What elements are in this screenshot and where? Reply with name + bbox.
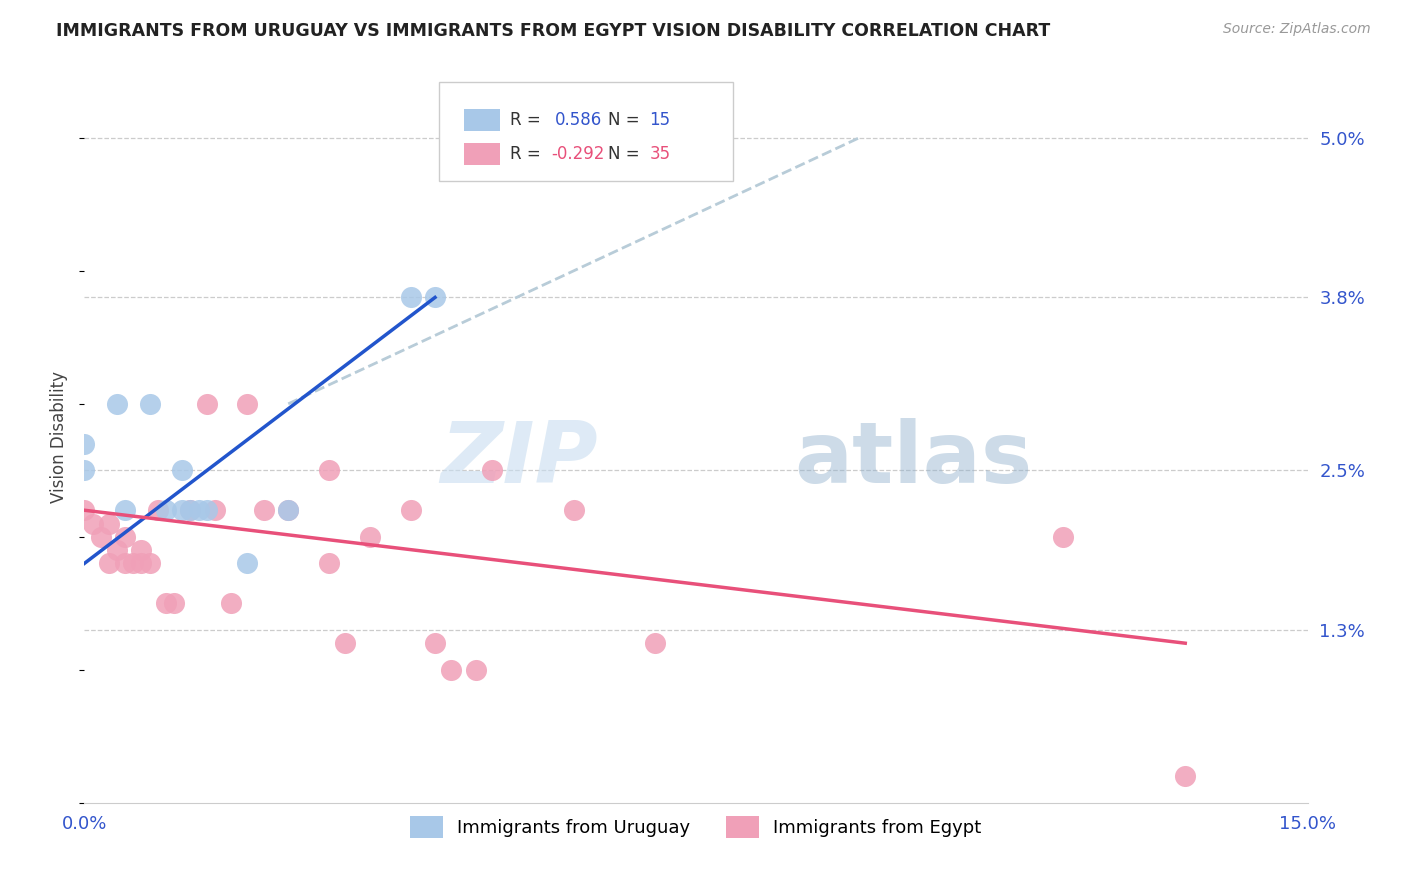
Point: [155, 503, 177, 517]
Point: [277, 503, 299, 517]
Point: [464, 663, 486, 677]
Text: -0.292: -0.292: [551, 145, 605, 163]
Point: [318, 557, 340, 571]
Legend: Immigrants from Uruguay, Immigrants from Egypt: Immigrants from Uruguay, Immigrants from…: [404, 808, 988, 845]
Point: [155, 596, 177, 610]
Point: [114, 503, 136, 517]
Point: [195, 397, 218, 411]
Text: ZIP: ZIP: [440, 417, 598, 500]
Point: [644, 636, 666, 650]
Point: [172, 503, 194, 517]
Text: 15: 15: [650, 111, 671, 128]
Point: [481, 463, 503, 477]
Point: [277, 503, 299, 517]
Point: [1174, 769, 1197, 783]
Point: [204, 503, 226, 517]
Point: [562, 503, 585, 517]
Point: [131, 557, 153, 571]
Point: [187, 503, 209, 517]
Point: [1052, 530, 1074, 544]
Point: [219, 596, 242, 610]
FancyBboxPatch shape: [464, 143, 501, 165]
Text: IMMIGRANTS FROM URUGUAY VS IMMIGRANTS FROM EGYPT VISION DISABILITY CORRELATION C: IMMIGRANTS FROM URUGUAY VS IMMIGRANTS FR…: [56, 22, 1050, 40]
Text: 35: 35: [650, 145, 671, 163]
Point: [138, 557, 160, 571]
Text: N =: N =: [607, 111, 645, 128]
FancyBboxPatch shape: [439, 82, 733, 181]
Point: [179, 503, 201, 517]
Text: R =: R =: [510, 145, 546, 163]
Point: [236, 557, 259, 571]
Point: [359, 530, 381, 544]
Text: atlas: atlas: [794, 417, 1032, 500]
Point: [236, 397, 259, 411]
Point: [399, 503, 422, 517]
Point: [318, 463, 340, 477]
Point: [423, 636, 446, 650]
Point: [335, 636, 357, 650]
Point: [114, 557, 136, 571]
Point: [440, 663, 463, 677]
FancyBboxPatch shape: [464, 109, 501, 130]
Y-axis label: Vision Disability: Vision Disability: [51, 371, 69, 503]
Point: [97, 557, 120, 571]
Text: R =: R =: [510, 111, 546, 128]
Point: [73, 463, 96, 477]
Point: [105, 543, 128, 558]
Point: [138, 397, 160, 411]
Point: [73, 503, 96, 517]
Point: [179, 503, 201, 517]
Point: [163, 596, 186, 610]
Point: [172, 463, 194, 477]
Point: [73, 436, 96, 450]
Point: [423, 290, 446, 304]
Point: [122, 557, 145, 571]
Text: 0.586: 0.586: [555, 111, 603, 128]
Text: Source: ZipAtlas.com: Source: ZipAtlas.com: [1223, 22, 1371, 37]
Point: [82, 516, 104, 531]
Point: [399, 290, 422, 304]
Point: [90, 530, 112, 544]
Point: [131, 543, 153, 558]
Point: [97, 516, 120, 531]
Text: N =: N =: [607, 145, 645, 163]
Point: [114, 530, 136, 544]
Point: [105, 397, 128, 411]
Point: [195, 503, 218, 517]
Point: [146, 503, 169, 517]
Point: [253, 503, 276, 517]
